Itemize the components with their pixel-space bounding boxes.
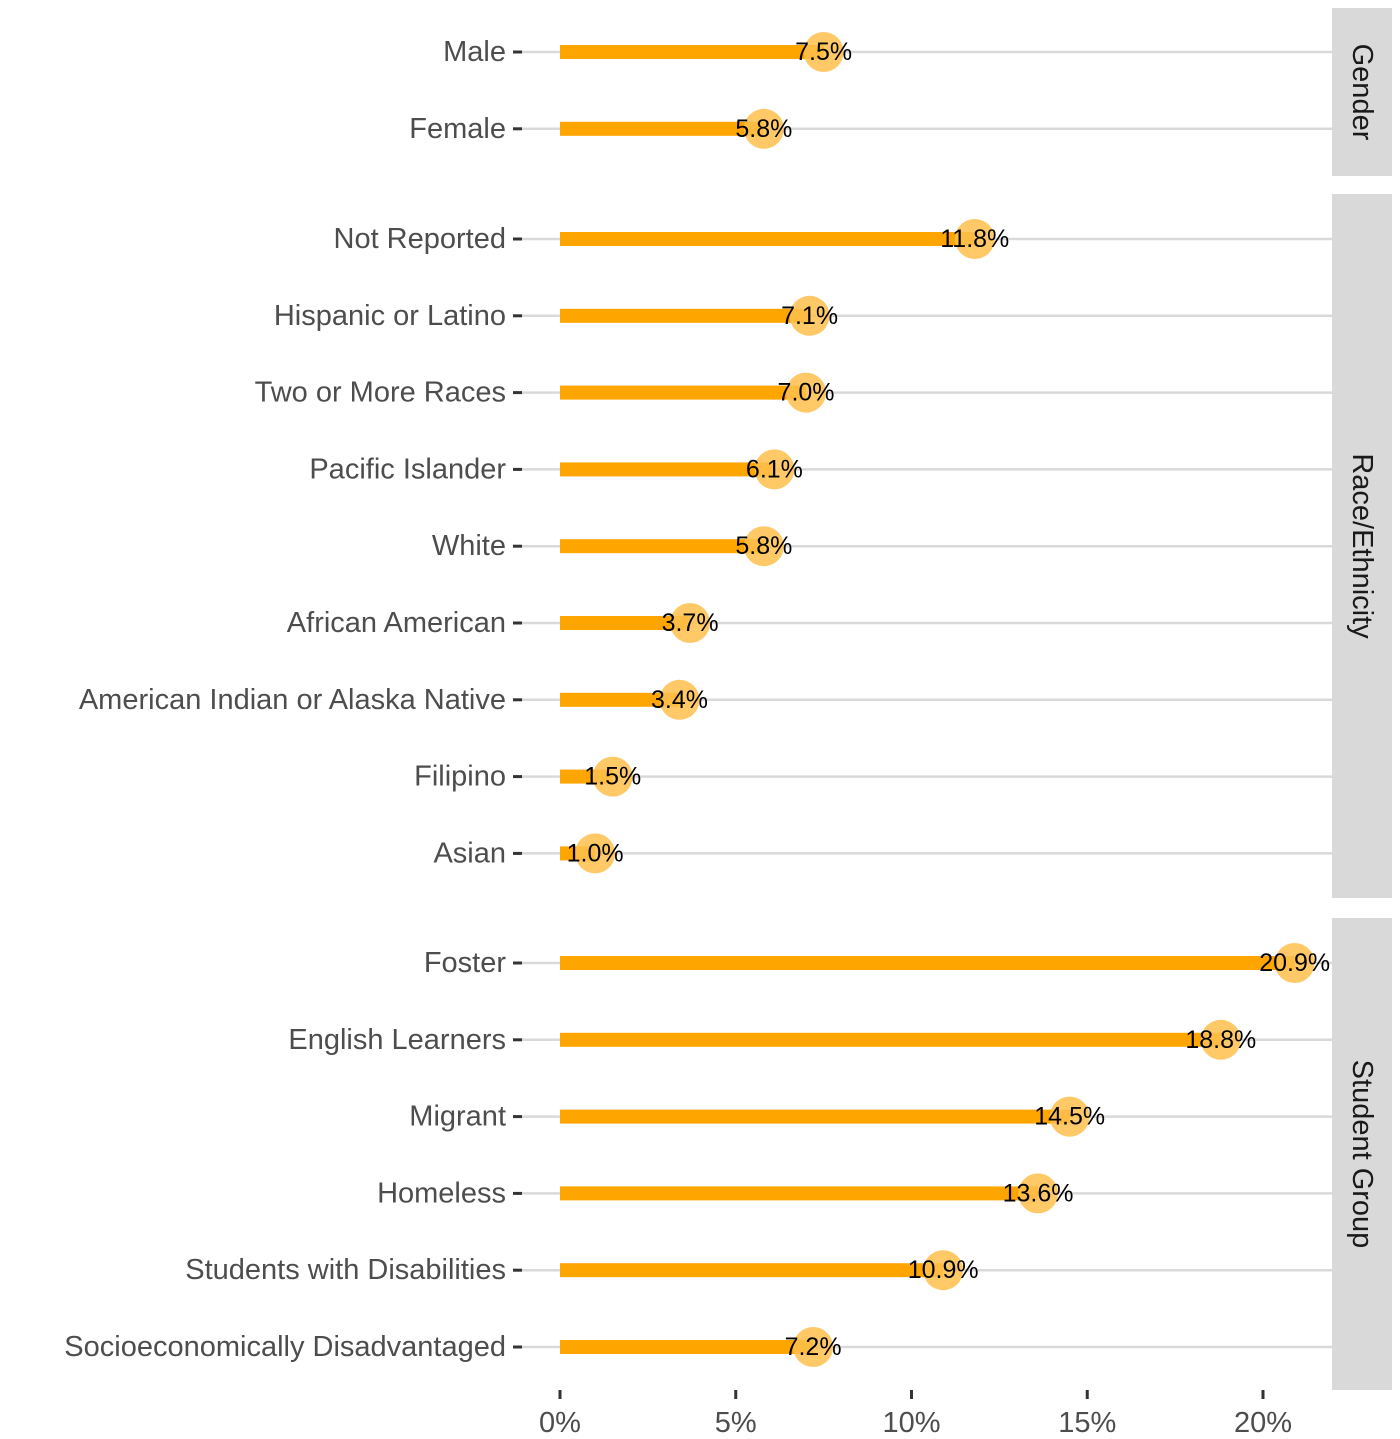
category-label: Students with Disabilities [185,1254,506,1286]
bar [560,616,691,630]
data-label: 20.9% [1259,949,1330,977]
lollipop-point [803,32,844,72]
bar [560,1340,814,1354]
bar [560,1109,1070,1124]
lollipop-point [1049,1096,1090,1137]
data-label: 18.8% [1185,1026,1256,1054]
category-label: White [432,530,506,562]
bar [560,1186,1039,1201]
x-tick-label: 10% [882,1407,940,1439]
category-label: Asian [433,837,506,869]
category-label: Two or More Races [255,377,506,409]
facet-strip [1332,918,1392,1390]
data-label: 7.2% [785,1333,842,1361]
lollipop-point [743,526,784,567]
lollipop-point [659,679,700,720]
data-label: 7.1% [781,302,838,330]
data-label: 6.1% [746,455,803,483]
lollipop-point [1018,1173,1059,1214]
data-label: 7.0% [778,379,835,407]
data-label: 1.5% [584,763,641,791]
lollipop-point [670,603,711,643]
panel-0: Gender Male 7.5% Female 5.8% [409,8,1392,176]
data-label: 11.8% [940,225,1009,253]
bar [560,232,975,246]
bar [560,45,824,59]
facet-strip-label: Gender [1346,44,1378,141]
data-label: 7.5% [795,38,852,66]
lollipop-point [923,1250,964,1291]
category-label: Male [443,36,506,68]
data-label: 5.8% [735,115,792,143]
data-label: 10.9% [908,1256,979,1284]
bar [560,462,775,477]
category-label: Hispanic or Latino [274,300,506,332]
lollipop-point [592,756,633,797]
lollipop-point [1274,943,1315,983]
x-tick-label: 0% [539,1407,581,1439]
category-label: Migrant [409,1101,506,1133]
data-label: 5.8% [735,532,792,560]
facet-strip-label: Student Group [1346,1060,1378,1249]
category-label: Socioeconomically Disadvantaged [64,1331,506,1363]
category-label: Not Reported [334,223,507,255]
x-tick-label: 20% [1234,1407,1292,1439]
lollipop-point [1200,1019,1241,1060]
lollipop-point [743,108,784,149]
bar [560,1263,944,1278]
panel-2: Student Group Foster 20.9% English Learners… [64,918,1392,1390]
panels-layer: Gender Male 7.5% Female 5.8% Race/Ethnicity No… [64,8,1392,1390]
data-label: 1.0% [567,839,624,867]
category-label: Filipino [414,761,506,793]
category-label: African American [287,607,506,639]
category-label: English Learners [288,1024,506,1056]
bar [560,1032,1221,1047]
facet-strip-label: Race/Ethnicity [1346,453,1378,639]
lollipop-point [793,1327,834,1367]
lollipop-point [754,449,795,490]
x-tick-label: 5% [715,1407,757,1439]
bar [560,121,764,136]
bar [560,308,810,323]
x-axis: 0% 5% 10% 15% 20% [539,1390,1292,1439]
data-label: 14.5% [1034,1103,1105,1131]
bar [560,692,680,707]
lollipop-point [954,219,995,259]
facet-strip [1332,194,1392,898]
data-label: 3.7% [662,609,719,637]
data-label: 3.4% [651,686,708,714]
category-label: Foster [424,947,507,979]
bar [560,385,807,400]
facet-strip [1332,8,1392,176]
category-label: Homeless [377,1177,506,1209]
category-label: American Indian or Alaska Native [79,684,506,716]
panel-1: Race/Ethnicity Not Reported 11.8% Hispanic … [79,194,1392,898]
bar [560,539,764,554]
category-label: Female [409,113,506,145]
data-label: 13.6% [1003,1179,1074,1207]
x-tick-label: 15% [1058,1407,1116,1439]
lollipop-point [786,372,827,413]
lollipop-point [575,833,616,874]
bar [560,956,1295,970]
category-label: Pacific Islander [309,453,506,485]
lollipop-point [789,295,830,336]
